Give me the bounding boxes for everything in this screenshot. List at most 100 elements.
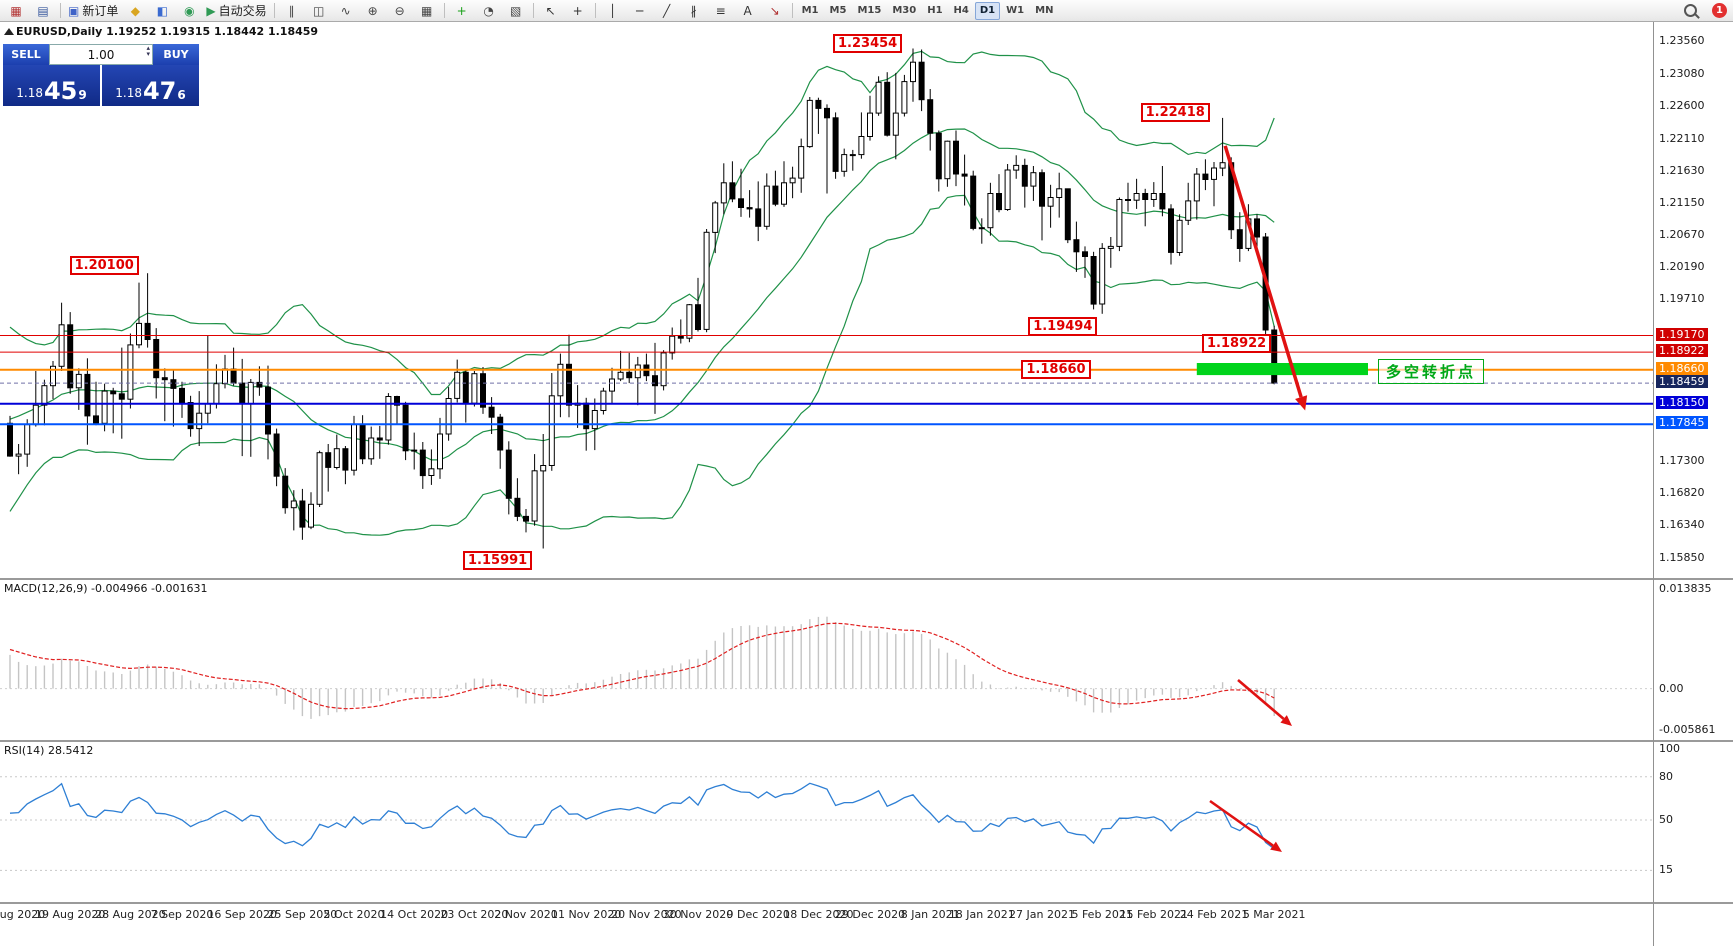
timeframe-mn[interactable]: MN — [1035, 5, 1054, 16]
vertical-line-icon[interactable]: │ — [600, 1, 626, 21]
price-scale-label: 1.22600 — [1659, 98, 1705, 112]
macd-label: MACD(12,26,9) -0.004966 -0.001631 — [4, 582, 208, 595]
timeframe-h1[interactable]: H1 — [927, 5, 943, 16]
lot-stepper[interactable]: ▴ ▾ — [146, 44, 150, 58]
price-scale-label: 1.17300 — [1659, 453, 1705, 467]
date-label: 2 Nov 2020 — [494, 908, 558, 921]
price-scale-highlight-label: 1.18150 — [1656, 395, 1708, 409]
candlestick-chart-icon: ◫ — [312, 3, 325, 18]
terminal-icon[interactable]: ◉ — [176, 1, 202, 21]
toolbar-separator — [594, 3, 596, 18]
macd-pane[interactable]: MACD(12,26,9) -0.004966 -0.001631 — [0, 580, 1653, 740]
timeframe-m1[interactable]: M1 — [801, 5, 819, 16]
macd-signal-line — [9, 622, 1275, 710]
line-chart-icon[interactable]: ∿ — [333, 1, 359, 21]
arrows-tool-icon: ↘ — [769, 3, 780, 18]
text-label-icon[interactable]: A — [735, 1, 761, 21]
autotrading-button[interactable]: ▶ 自动交易 — [203, 1, 269, 21]
bar-chart-icon[interactable]: ∥ — [279, 1, 305, 21]
date-label: 25 Sep 2020 — [267, 908, 338, 921]
sell-price[interactable]: 1.18 45 9 — [3, 65, 100, 106]
buy-price[interactable]: 1.18 47 6 — [102, 65, 199, 106]
chart-window[interactable]: EURUSD,Daily 1.19252 1.19315 1.18442 1.1… — [0, 22, 1733, 946]
new-chart-icon[interactable]: ▦ — [3, 1, 29, 21]
trendline-icon: ╱ — [662, 3, 671, 18]
toolbar-separator — [60, 3, 61, 18]
price-scale-label: 1.22110 — [1659, 131, 1705, 145]
price-scale-label: 1.23080 — [1659, 66, 1705, 80]
indicators-icon[interactable]: + — [449, 1, 475, 21]
fibonacci-icon[interactable]: ≡ — [708, 1, 734, 21]
macd-canvas[interactable] — [0, 580, 1653, 740]
sell-button[interactable]: SELL — [3, 44, 49, 65]
rsi-scale-label: 50 — [1659, 813, 1673, 826]
one-click-collapse-arrow[interactable] — [4, 28, 14, 35]
crosshair-icon[interactable]: + — [565, 1, 591, 21]
price-scale-label: 1.23560 — [1659, 34, 1705, 48]
timeframe-m30[interactable]: M30 — [892, 5, 917, 16]
rsi-scale-label: 100 — [1659, 742, 1680, 755]
macd-histogram — [9, 616, 1275, 719]
price-scale-label: 1.19710 — [1659, 292, 1705, 306]
market-watch-icon[interactable]: ◆ — [122, 1, 148, 21]
rsi-canvas[interactable] — [0, 742, 1653, 902]
toolbar-separator — [273, 3, 275, 18]
chart-title: EURUSD,Daily 1.19252 1.19315 1.18442 1.1… — [16, 25, 319, 38]
text-label-icon: A — [743, 3, 752, 18]
price-scale[interactable]: 1.23560 1.23080 1.22600 1.22110 1.21630 1.211… — [1654, 22, 1733, 578]
timeframe-d1[interactable]: D1 — [974, 1, 1001, 20]
timeframe-m5[interactable]: M5 — [829, 5, 847, 16]
lot-size-input[interactable]: 1.00 ▴ ▾ — [49, 44, 153, 65]
zoom-out-icon: ⊖ — [394, 3, 405, 18]
trendline-icon[interactable]: ╱ — [654, 1, 680, 21]
trend-arrow-head — [1280, 715, 1292, 726]
arrows-tool-icon[interactable]: ↘ — [762, 1, 788, 21]
horizontal-line-icon: ─ — [635, 3, 644, 18]
date-label: 18 Jan 2021 — [948, 908, 1015, 921]
rsi-scale[interactable]: 100 80 50 15 — [1654, 742, 1733, 902]
candlestick-chart-icon[interactable]: ◫ — [306, 1, 332, 21]
date-label: 5 Oct 2020 — [323, 908, 385, 921]
zoom-in-icon[interactable]: ⊕ — [360, 1, 386, 21]
templates-icon[interactable]: ▧ — [503, 1, 529, 21]
notification-badge[interactable]: 1 — [1712, 3, 1727, 18]
equidistant-channel-icon[interactable]: ∦ — [681, 1, 707, 21]
search-icon — [1683, 4, 1697, 17]
macd-scale[interactable]: 0.013835 0.00 -0.005861 — [1654, 580, 1733, 740]
crosshair-icon: + — [572, 3, 583, 18]
toolbar-separator — [791, 3, 793, 18]
main-chart-pane[interactable]: EURUSD,Daily 1.19252 1.19315 1.18442 1.1… — [0, 22, 1653, 578]
date-label: 8 Jan 2021 — [900, 908, 960, 921]
autotrading-icon: ▶ — [206, 3, 216, 18]
rsi-pane[interactable]: RSI(14) 28.5412 — [0, 742, 1653, 902]
new-order-icon: ▣ — [68, 3, 80, 18]
price-scale-label: 1.21630 — [1659, 163, 1705, 177]
cursor-icon[interactable]: ↖ — [538, 1, 564, 21]
macd-scale-label: 0.013835 — [1659, 582, 1712, 595]
buy-button[interactable]: BUY — [153, 44, 199, 65]
chart-profiles-icon[interactable]: ▤ — [30, 1, 56, 21]
timeframe-h4[interactable]: H4 — [953, 5, 969, 16]
timeframe-w1[interactable]: W1 — [1006, 5, 1025, 16]
equidistant-channel-icon: ∦ — [690, 3, 697, 18]
date-label: 5 Feb 2021 — [1071, 908, 1133, 921]
price-scale-label: 1.16820 — [1659, 485, 1705, 499]
search-icon[interactable] — [1677, 1, 1703, 21]
market-watch-icon: ◆ — [130, 3, 140, 18]
periods-icon[interactable]: ◔ — [476, 1, 502, 21]
toolbar-separator — [443, 3, 445, 18]
tile-windows-icon[interactable]: ▦ — [414, 1, 440, 21]
price-scale-label: 1.20670 — [1659, 228, 1705, 242]
horizontal-line-icon[interactable]: ─ — [627, 1, 653, 21]
navigator-icon[interactable]: ◧ — [149, 1, 175, 21]
support-zone[interactable] — [1196, 363, 1368, 376]
zoom-out-icon[interactable]: ⊖ — [387, 1, 413, 21]
main-chart-canvas[interactable] — [0, 22, 1653, 578]
new-order-button[interactable]: ▣ 新订单 — [65, 1, 121, 21]
timeframe-m15[interactable]: M15 — [857, 5, 882, 16]
main-toolbar[interactable]: ▦ ▤ ▣ 新订单 ◆ ◧ ◉ ▶ 自动交易 ∥ ◫ ∿ ⊕ ⊖ ▦ + ◔ ▧ ↖ + │ ─ ╱ ∦ ≡ A ↘ M1 M5 M15 M… — [0, 0, 1733, 22]
bollinger-upper-band — [9, 50, 1275, 396]
date-label: 29 Dec 2020 — [834, 908, 906, 921]
one-click-trading-panel[interactable]: SELL 1.00 ▴ ▾ BUY 1.18 45 9 1.18 47 6 — [3, 44, 199, 106]
